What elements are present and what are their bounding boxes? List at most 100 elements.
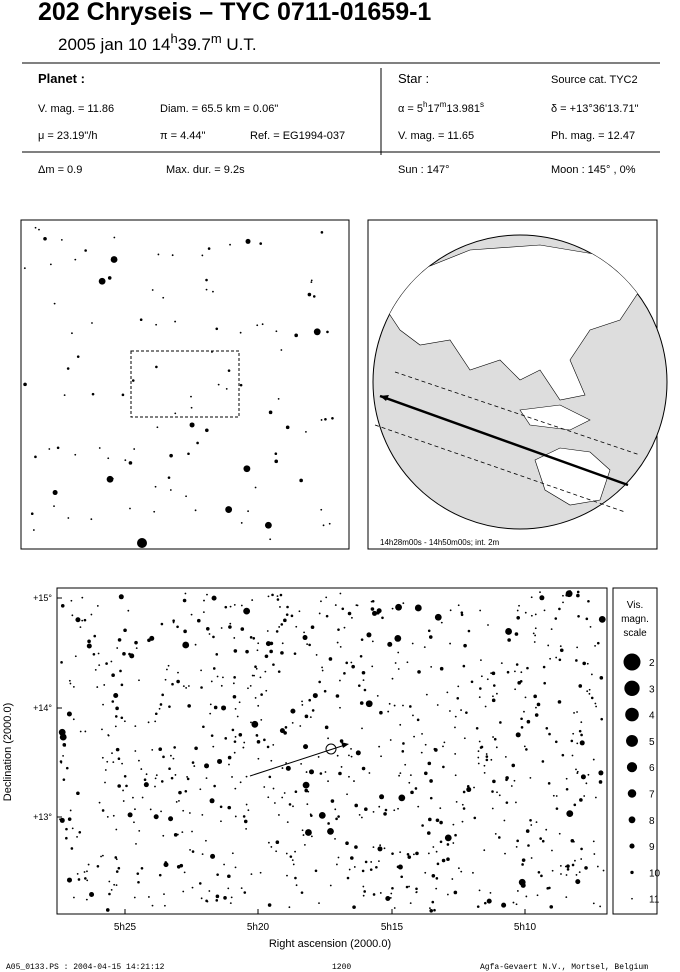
star: [454, 774, 457, 777]
star: [327, 822, 330, 825]
scale-dot: [625, 707, 639, 722]
star: [339, 592, 342, 595]
star: [555, 807, 559, 810]
star: [379, 844, 382, 847]
star: [260, 718, 263, 721]
star: [65, 827, 68, 831]
star: [580, 774, 586, 780]
star: [580, 733, 583, 737]
star: [273, 802, 276, 804]
star: [137, 538, 147, 548]
star: [493, 737, 497, 741]
star: [446, 857, 450, 861]
star: [121, 762, 123, 765]
star: [516, 839, 519, 843]
star: [480, 675, 483, 678]
star: [276, 598, 280, 601]
star: [281, 767, 284, 769]
star: [519, 680, 523, 683]
star: [337, 815, 340, 818]
star: [201, 813, 204, 816]
star: [476, 905, 480, 908]
star: [251, 674, 254, 677]
star: [351, 664, 355, 669]
star: [462, 664, 466, 668]
star: [202, 725, 205, 729]
star: [429, 907, 431, 910]
star: [385, 895, 391, 901]
star: [206, 593, 208, 596]
star: [59, 818, 61, 821]
star: [393, 907, 396, 909]
star: [299, 478, 303, 483]
star: [285, 852, 288, 855]
star: [160, 622, 164, 626]
star: [308, 698, 311, 702]
star: [576, 711, 578, 713]
star: [514, 688, 517, 691]
star: [270, 846, 273, 848]
star: [578, 729, 582, 733]
star: [185, 687, 188, 689]
star: [576, 772, 579, 774]
star: [191, 761, 195, 764]
star: [338, 771, 342, 776]
star: [220, 684, 223, 687]
star: [53, 505, 55, 508]
star: [355, 604, 358, 607]
star: [559, 645, 562, 648]
star: [163, 893, 165, 895]
star: [267, 841, 270, 844]
date-part: U.T.: [222, 35, 257, 54]
star: [460, 611, 464, 614]
star: [461, 820, 464, 823]
star: [408, 781, 411, 784]
star: [520, 717, 523, 721]
star: [490, 672, 493, 675]
star: [602, 869, 605, 872]
star: [364, 860, 368, 864]
star: [112, 761, 115, 764]
star: [399, 851, 402, 854]
star: [83, 871, 86, 873]
star: [236, 715, 239, 718]
star: [227, 887, 230, 890]
star: [59, 817, 65, 823]
star: [318, 612, 321, 615]
star: [164, 678, 167, 681]
star: [271, 593, 274, 597]
star: [168, 816, 174, 822]
moon: Moon : 145° , 0%: [551, 164, 636, 176]
star: [210, 680, 213, 683]
x-tick-label: 5h15: [381, 922, 404, 933]
star: [588, 688, 591, 691]
star: [169, 489, 172, 491]
star: [491, 807, 494, 810]
star: [234, 866, 237, 869]
star: [135, 842, 137, 845]
star: [268, 775, 272, 779]
star: [101, 728, 103, 731]
star: [357, 684, 361, 687]
star: [184, 592, 187, 595]
title: 202 Chryseis – TYC 0711-01659-1: [38, 0, 431, 26]
star: [79, 730, 82, 733]
star: [388, 702, 391, 705]
star: [86, 879, 89, 882]
star: [135, 647, 138, 650]
star: [199, 788, 202, 791]
star: [86, 643, 92, 649]
star: [555, 656, 558, 659]
star: [415, 891, 418, 894]
star: [323, 689, 327, 693]
star: [592, 902, 595, 905]
star: [276, 595, 279, 598]
star: [443, 741, 446, 744]
star: [103, 684, 106, 686]
star: [599, 676, 604, 680]
star: [579, 798, 583, 802]
star: [498, 794, 501, 797]
star: [154, 785, 156, 788]
star: [395, 603, 402, 611]
star: [105, 662, 108, 665]
